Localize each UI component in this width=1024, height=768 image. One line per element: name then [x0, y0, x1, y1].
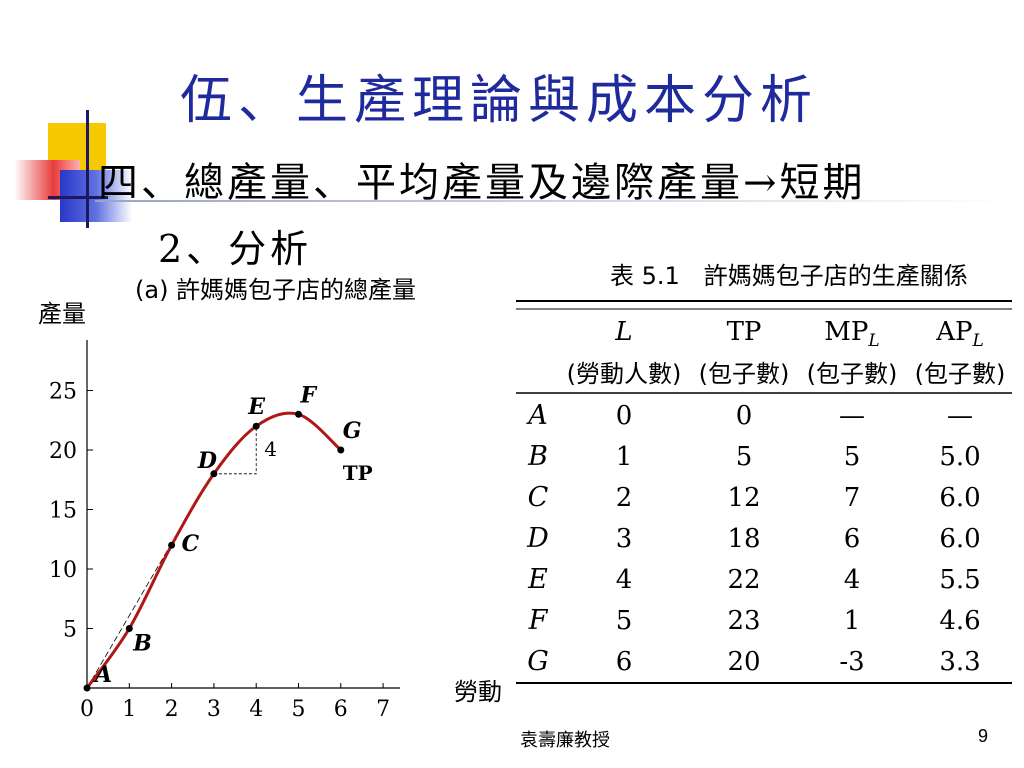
table-header-sub: (勞動人數) [567, 360, 682, 388]
table-cell: 0 [616, 401, 633, 431]
table-cell: 4 [616, 565, 633, 595]
table-header-sub: (包子數) [807, 360, 898, 388]
table-cell: 6 [844, 524, 861, 554]
x-tick-label: 4 [249, 697, 263, 722]
y-tick-label: 10 [49, 558, 77, 583]
table-cell: 23 [727, 606, 760, 636]
table-cell: -3 [839, 647, 864, 677]
table-cell: 18 [727, 524, 760, 554]
data-point [125, 625, 133, 632]
x-tick-label: 0 [80, 697, 94, 722]
table-row-label: C [528, 482, 549, 513]
table-row-label: B [527, 441, 548, 472]
table-row-label: D [526, 523, 549, 554]
table-header-main: TP [727, 317, 762, 347]
table-row-label: G [527, 646, 549, 677]
slide-title: 伍、生產理論與成本分析 [180, 71, 819, 131]
data-point [210, 470, 218, 478]
table-cell: 6 [616, 647, 633, 677]
y-tick-label: 25 [49, 380, 77, 405]
data-point [337, 446, 345, 454]
point-label: G [343, 418, 362, 444]
data-point [168, 541, 176, 549]
table-row-label: F [528, 605, 549, 636]
table-cell: 5 [616, 606, 633, 636]
table-cell: 6.0 [939, 483, 980, 513]
table-row-label: E [527, 564, 548, 595]
footer-author: 袁壽廉教授 [520, 730, 610, 750]
slide-subtitle: 四、總產量、平均產量及邊際產量→短期 [98, 160, 866, 206]
table-cell: 1 [844, 606, 861, 636]
point-label: B [132, 631, 152, 657]
slope-triangle [213, 426, 257, 475]
table-header-main: APL [935, 317, 984, 351]
table-cell: 3.3 [939, 647, 980, 677]
table-cell: 12 [727, 483, 760, 513]
deco-horizontal-line [48, 196, 108, 199]
deco-vertical-line [86, 110, 89, 228]
table-header-sub: (包子數) [915, 360, 1006, 388]
table-cell: 5.0 [939, 442, 980, 472]
chart-title: (a) 許媽媽包子店的總產量 [135, 276, 416, 304]
data-point [252, 422, 260, 430]
table-cell: — [947, 401, 973, 431]
point-label: C [182, 531, 200, 557]
table-cell: 3 [616, 524, 633, 554]
point-label: A [93, 662, 112, 688]
series-label: TP [343, 461, 373, 485]
section-heading: 2、分析 [158, 227, 313, 271]
x-tick-label: 5 [292, 697, 306, 722]
table-cell: 1 [616, 442, 633, 472]
x-tick-label: 1 [122, 697, 136, 722]
data-point [295, 410, 302, 418]
y-tick-label: 15 [49, 499, 77, 524]
table-cell: 2 [616, 483, 633, 513]
y-tick-label: 5 [63, 618, 77, 643]
x-tick-label: 2 [165, 697, 179, 722]
table-cell: 5 [844, 442, 861, 472]
subtitle-underline [95, 200, 1010, 202]
table-cell: 5 [736, 442, 753, 472]
slope-annotation: 4 [264, 437, 277, 461]
table-header-main: L [614, 317, 632, 347]
table-cell: 4 [844, 565, 861, 595]
table-cell: 22 [727, 565, 760, 595]
point-label: D [197, 448, 217, 474]
point-label: F [300, 382, 318, 408]
y-tick-label: 20 [49, 439, 77, 464]
x-tick-label: 7 [376, 697, 390, 722]
y-axis-label: 產量 [38, 300, 86, 328]
table-cell: 5.5 [939, 565, 980, 595]
x-tick-label: 6 [334, 697, 348, 722]
table-header-sub: (包子數) [699, 360, 790, 388]
x-tick-label: 3 [207, 697, 221, 722]
table-cell: 7 [844, 483, 861, 513]
table-cell: 4.6 [939, 606, 980, 636]
page-number: 9 [978, 726, 989, 746]
table-header-main: MPL [824, 317, 879, 351]
point-label: E [247, 394, 266, 420]
table-title: 表 5.1 許媽媽包子店的生產關係 [610, 262, 968, 290]
data-point [83, 684, 91, 692]
table-cell: 6.0 [939, 524, 980, 554]
table-cell: 0 [736, 401, 753, 431]
table-row-label: A [525, 400, 548, 431]
table-cell: 20 [727, 647, 760, 677]
table-cell: — [839, 401, 865, 431]
x-axis-label: 勞動 [454, 678, 502, 706]
